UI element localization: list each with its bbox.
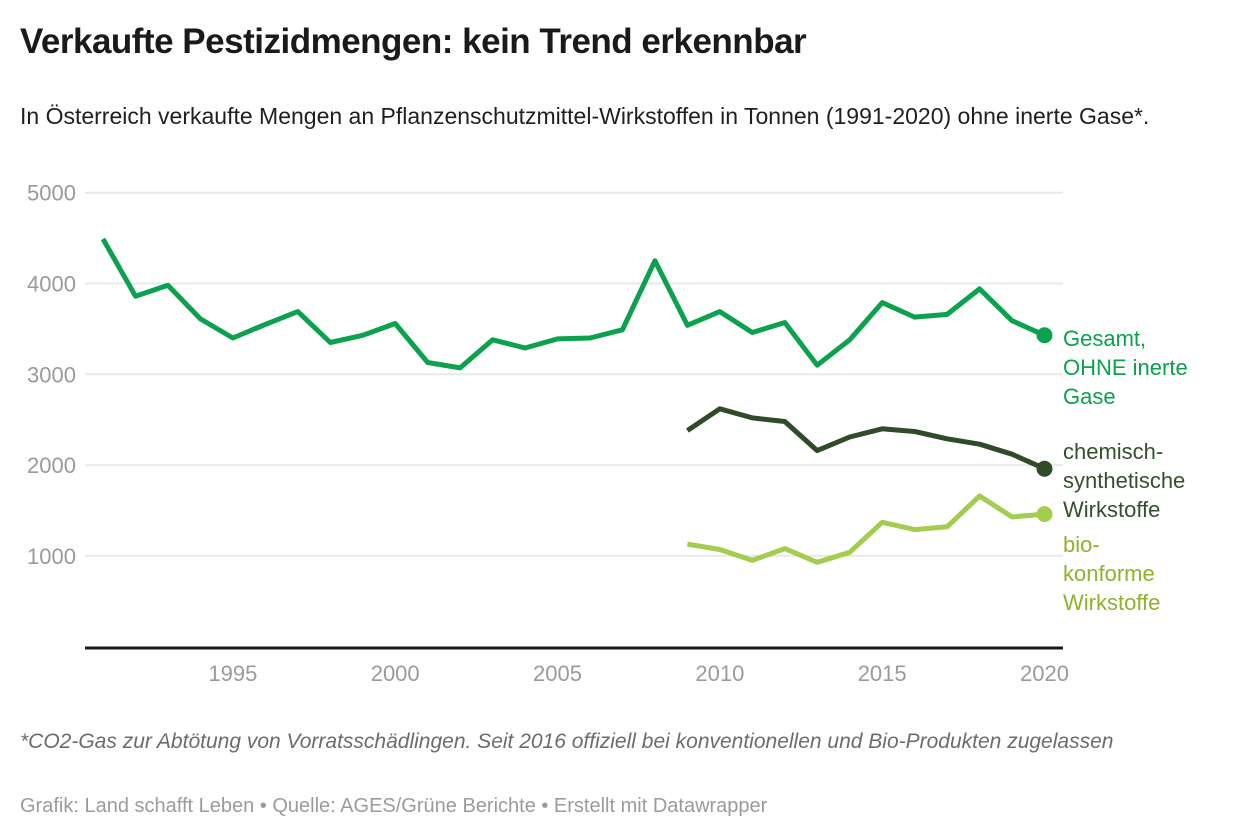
line-chart-plot: 1000 2000 3000 4000 5000 1995 2000 2005 2010 2015… [27,181,1069,686]
legend-label-gesamt-line1: Gesamt, [1063,326,1147,351]
y-tick-label-2000: 2000 [27,453,76,478]
y-tick-label-1000: 1000 [27,544,76,569]
legend-label-bio-line1: bio- [1063,532,1100,557]
chart-subtitle: In Österreich verkaufte Mengen an Pflanz… [20,103,1150,129]
legend-label-gesamt-line3: Gase [1063,384,1116,409]
y-tick-label-3000: 3000 [27,362,76,387]
x-tick-label-2005: 2005 [533,661,582,686]
chart-title: Verkaufte Pestizidmengen: kein Trend erk… [20,22,807,61]
legend-label-bio-line2: konforme [1063,561,1155,586]
y-tick-label-5000: 5000 [27,181,76,206]
series-end-dot-bio-konforme-wirkstoffe [1036,506,1053,523]
legend-label-bio: bio- konforme Wirkstoffe [1063,530,1233,617]
legend-label-chemisch-line2: synthetische [1063,468,1186,493]
legend-label-gesamt-line2: OHNE inerte [1063,355,1188,380]
footnote: *CO2-Gas zur Abtötung von Vorratsschädli… [20,730,1114,753]
x-tick-label-2020: 2020 [1020,661,1069,686]
x-tick-label-2000: 2000 [371,661,420,686]
legend-label-chemisch-line3: Wirkstoffe [1063,497,1161,522]
x-tick-label-2010: 2010 [695,661,744,686]
legend-label-chemisch-line1: chemisch- [1063,439,1164,464]
series-end-dot-chemisch-synthetische-wirkstoffe [1036,460,1053,477]
legend-label-bio-line3: Wirkstoffe [1063,590,1161,615]
x-tick-label-1995: 1995 [208,661,257,686]
legend-label-chemisch: chemisch- synthetische Wirkstoffe [1063,437,1233,524]
series-line-gesamt-ohne-inerte-gase [100,237,1046,371]
y-tick-label-4000: 4000 [27,272,76,297]
series-line-bio-konforme-wirkstoffe [686,493,1045,565]
series-line-chemisch-synthetische-wirkstoffe [686,406,1046,471]
credits-line: Grafik: Land schafft Leben • Quelle: AGE… [20,795,768,817]
series-end-dot-gesamt-ohne-inerte-gase [1036,327,1053,344]
legend-label-gesamt: Gesamt, OHNE inerte Gase [1063,324,1233,411]
x-tick-label-2015: 2015 [858,661,907,686]
